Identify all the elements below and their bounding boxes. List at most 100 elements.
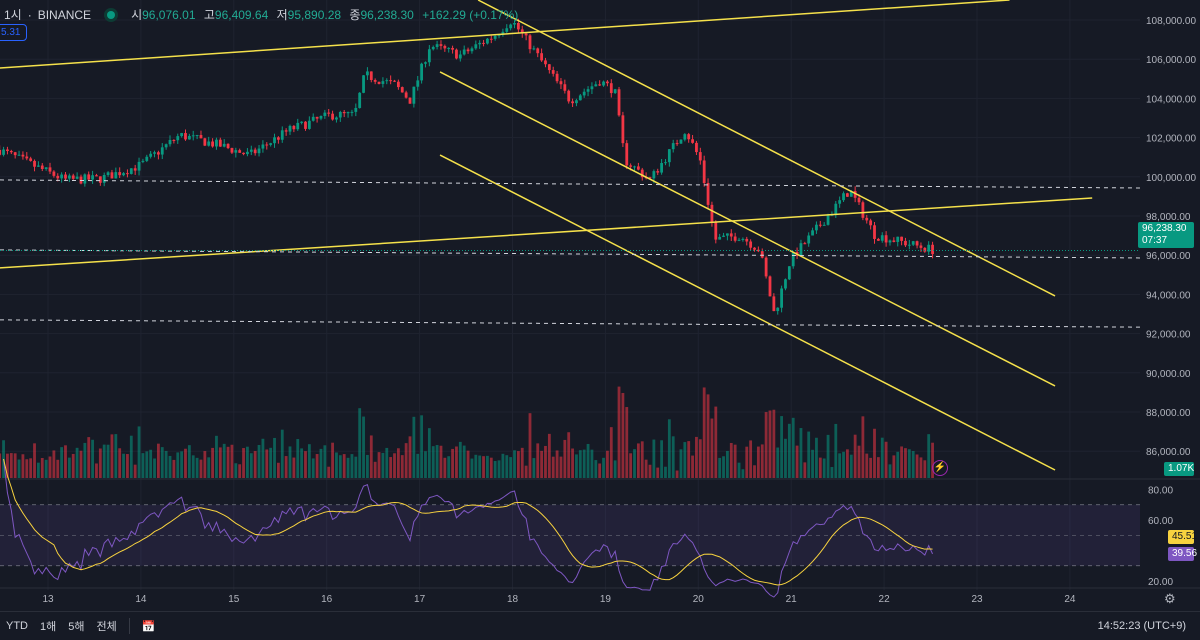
volume-bar bbox=[493, 460, 497, 478]
dashed-level-line bbox=[0, 179, 1141, 189]
candle-body bbox=[149, 153, 153, 157]
volume-bar bbox=[780, 416, 784, 478]
candle-body bbox=[660, 163, 664, 173]
candle-body bbox=[2, 149, 5, 155]
candle-body bbox=[83, 174, 87, 184]
range-1y[interactable]: 1해 bbox=[40, 621, 57, 633]
candle-body bbox=[865, 217, 869, 221]
volume-bar bbox=[156, 443, 160, 478]
volume-bar bbox=[640, 441, 644, 478]
volume-bar bbox=[830, 467, 834, 478]
candle-body bbox=[327, 112, 331, 114]
lightning-icon[interactable]: ⚡ bbox=[932, 460, 948, 476]
candle-body bbox=[238, 150, 242, 153]
candle-body bbox=[772, 296, 776, 312]
volume-bar bbox=[489, 457, 493, 478]
candle-body bbox=[811, 230, 814, 236]
candle-body bbox=[137, 161, 141, 171]
low-value: 95,890.28 bbox=[287, 8, 342, 22]
volume-bar bbox=[358, 408, 362, 478]
candle-body bbox=[114, 172, 118, 179]
volume-bar bbox=[393, 453, 396, 478]
volume-bar bbox=[64, 445, 67, 478]
volume-bar bbox=[474, 454, 478, 478]
interval-label[interactable]: 1시 bbox=[4, 8, 22, 22]
candle-body bbox=[667, 149, 671, 163]
volume-bar bbox=[98, 448, 102, 478]
volume-bar bbox=[753, 465, 756, 478]
candle-body bbox=[133, 168, 137, 171]
volume-bar bbox=[230, 444, 234, 478]
candle-body bbox=[853, 190, 857, 198]
volume-bar bbox=[501, 453, 505, 478]
volume-bar bbox=[75, 447, 79, 478]
price-axis-label: 86,000.00 bbox=[1146, 447, 1191, 458]
chart-canvas[interactable]: 108,000.00 106,000.00 104,000.00 102,000.00… bbox=[0, 0, 1200, 610]
candle-body bbox=[60, 174, 64, 179]
range-5y[interactable]: 5해 bbox=[68, 621, 85, 633]
price-axis-label: 92,000.00 bbox=[1146, 330, 1191, 341]
candle-body bbox=[129, 168, 133, 174]
candle-body bbox=[551, 70, 555, 74]
candle-body bbox=[424, 62, 427, 64]
volume-bar bbox=[760, 444, 764, 478]
candle-body bbox=[904, 240, 907, 246]
volume-bar bbox=[176, 452, 180, 478]
volume-bar bbox=[919, 457, 923, 478]
candle-body bbox=[168, 140, 172, 145]
indicator-badge[interactable]: 5.31 bbox=[0, 24, 28, 41]
candle-body bbox=[602, 81, 605, 86]
candle-body bbox=[826, 215, 830, 225]
candle-body bbox=[261, 144, 265, 149]
rsi-axis-label: 60.00 bbox=[1148, 516, 1173, 527]
candle-body bbox=[768, 276, 772, 297]
candle-body bbox=[636, 166, 640, 170]
price-axis-label: 104,000.00 bbox=[1146, 94, 1196, 105]
volume-bar bbox=[110, 434, 114, 478]
volume-bar bbox=[768, 410, 772, 478]
volume-bar bbox=[733, 444, 737, 478]
candle-body bbox=[215, 139, 218, 147]
volume-bar bbox=[234, 463, 238, 478]
volume-bar bbox=[215, 435, 218, 478]
time-axis-label: 24 bbox=[1064, 594, 1076, 605]
candle-body bbox=[67, 175, 71, 179]
volume-bar bbox=[242, 448, 245, 478]
range-ytd[interactable]: YTD bbox=[6, 620, 28, 632]
range-all[interactable]: 전체 bbox=[96, 621, 117, 633]
candle-body bbox=[617, 89, 621, 116]
dashed-level-line bbox=[0, 249, 1141, 259]
volume-bar bbox=[702, 387, 706, 478]
volume-bar bbox=[114, 434, 118, 478]
candle-body bbox=[87, 174, 91, 180]
volume-bar bbox=[772, 409, 776, 478]
volume-bar bbox=[528, 413, 532, 478]
candle-body bbox=[458, 54, 462, 59]
rsi-axis-label: 80.00 bbox=[1148, 486, 1173, 497]
volume-bar bbox=[795, 445, 799, 478]
last-price-label: 96,238.30 07:37 bbox=[1138, 222, 1194, 248]
volume-bar bbox=[292, 457, 296, 478]
volume-bar bbox=[822, 458, 826, 478]
candle-body bbox=[745, 238, 749, 242]
price-axis-label: 94,000.00 bbox=[1146, 290, 1191, 301]
candle-body bbox=[842, 193, 845, 201]
volume-bar bbox=[791, 417, 795, 478]
candle-body bbox=[199, 135, 203, 139]
volume-bar bbox=[667, 419, 671, 478]
goto-date-icon[interactable]: 📅 bbox=[141, 620, 156, 633]
candle-body bbox=[710, 204, 714, 223]
candle-body bbox=[722, 235, 725, 237]
clock: 14:52:23 (UTC+9) bbox=[1097, 620, 1186, 632]
candle-body bbox=[265, 144, 269, 146]
volume-bar bbox=[377, 452, 381, 478]
candle-body bbox=[300, 121, 304, 123]
volume-bar bbox=[48, 456, 52, 478]
candle-body bbox=[122, 173, 125, 176]
volume-bar bbox=[153, 458, 156, 478]
volume-bar bbox=[513, 450, 516, 478]
settings-gear-icon[interactable]: ⚙ bbox=[1164, 591, 1176, 606]
volume-bar bbox=[102, 444, 106, 478]
price-axis-label: 100,000.00 bbox=[1146, 173, 1196, 184]
candle-body bbox=[346, 112, 350, 114]
